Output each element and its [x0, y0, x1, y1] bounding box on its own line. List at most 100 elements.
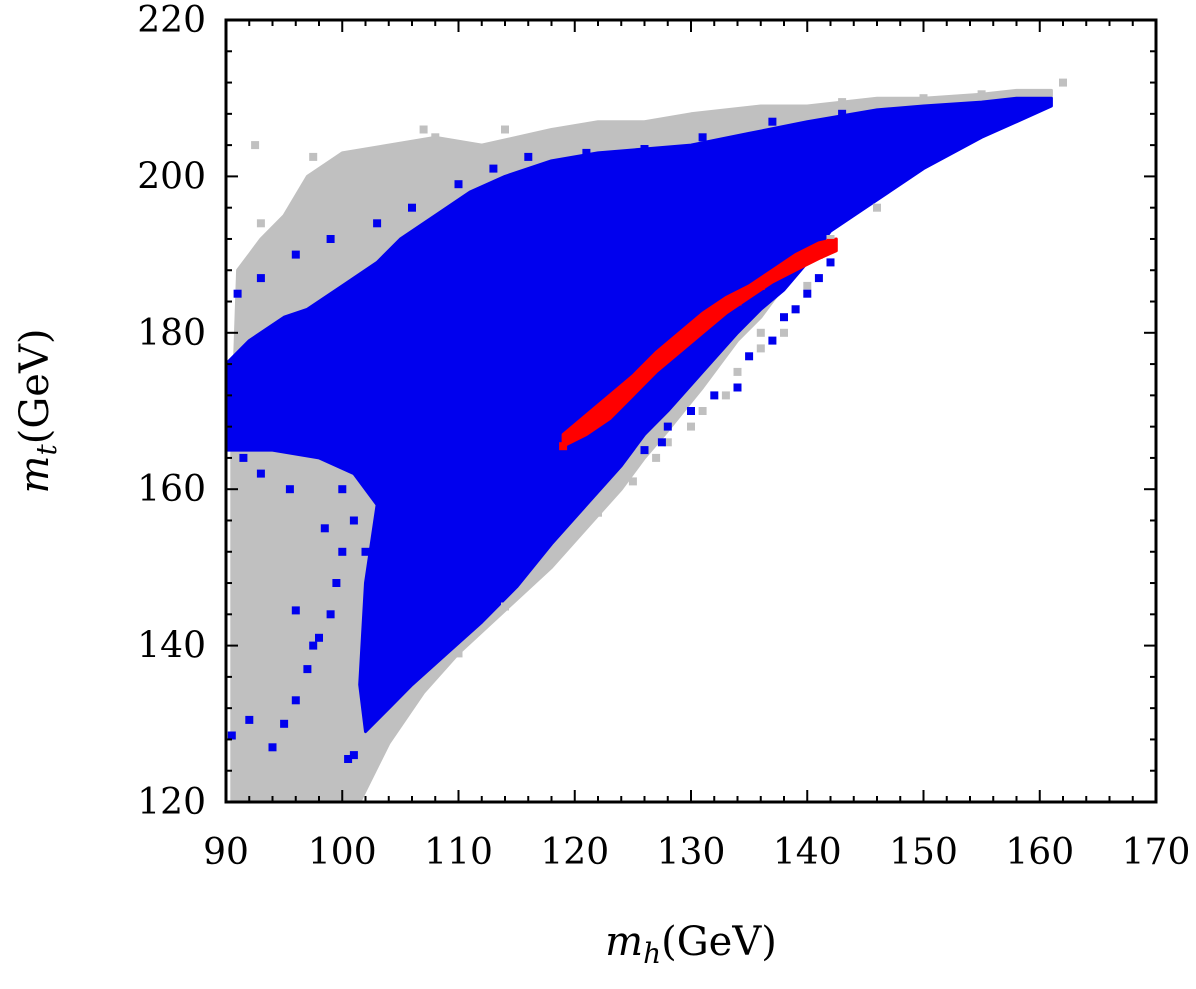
- tick-labels: 90 100 110 120 130 140 150 160 170 120 140 160 180 20…: [137, 0, 1190, 873]
- gray-point: [780, 328, 788, 337]
- blue-point: [344, 755, 353, 763]
- blue-point: [285, 485, 294, 494]
- gray-point: [501, 125, 509, 134]
- blue-point: [367, 712, 376, 720]
- x-tick-label: 90: [203, 832, 249, 873]
- gray-point: [721, 117, 730, 126]
- blue-point: [309, 641, 318, 650]
- blue-point: [303, 665, 312, 674]
- red-point: [814, 250, 823, 259]
- blue-point: [291, 250, 300, 259]
- gray-point: [501, 602, 509, 611]
- red-point: [710, 313, 719, 322]
- blue-point: [233, 289, 242, 298]
- x-tick-label: 130: [657, 832, 726, 873]
- blue-point: [326, 610, 335, 619]
- blue-point: [349, 751, 358, 760]
- blue-point: [338, 547, 347, 556]
- gray-point: [315, 281, 323, 290]
- blue-point: [454, 180, 463, 189]
- red-point: [576, 426, 585, 435]
- gray-point: [733, 367, 742, 376]
- gray-point: [803, 281, 812, 290]
- blue-point: [657, 438, 666, 447]
- blue-point: [268, 743, 277, 752]
- x-tick-label: 170: [1122, 832, 1191, 873]
- blue-point: [320, 524, 329, 533]
- blue-point: [227, 731, 236, 740]
- gray-point: [663, 121, 672, 130]
- blue-point: [803, 289, 812, 298]
- x-tick-label: 150: [889, 832, 958, 873]
- y-axis-label-unit: (GeV): [12, 329, 58, 445]
- blue-point: [663, 422, 672, 431]
- red-point: [733, 297, 742, 306]
- x-axis-label-var: m: [605, 919, 643, 965]
- y-axis-label-sub: t: [30, 444, 63, 456]
- blue-point: [768, 117, 777, 126]
- blue-point: [698, 133, 707, 142]
- blue-point: [768, 336, 777, 345]
- blue-region: [224, 96, 1053, 734]
- y-tick-label: 220: [137, 0, 206, 41]
- red-point: [663, 352, 672, 361]
- gray-point: [285, 266, 294, 275]
- y-axis-label-var: m: [12, 456, 58, 494]
- blue-point: [408, 203, 416, 212]
- red-point: [797, 258, 806, 267]
- blue-point: [291, 606, 300, 615]
- blue-point: [814, 274, 823, 283]
- blue-point: [256, 469, 265, 478]
- x-tick-label: 140: [773, 832, 842, 873]
- y-tick-label: 120: [137, 782, 206, 823]
- gray-point: [594, 508, 602, 517]
- data-regions: [224, 88, 1053, 804]
- red-point: [780, 266, 788, 275]
- blue-point: [791, 305, 800, 314]
- gray-point: [547, 555, 556, 564]
- blue-point: [315, 633, 323, 642]
- red-point: [687, 328, 695, 337]
- x-axis-label: mh(GeV): [605, 919, 777, 970]
- red-point: [826, 238, 835, 247]
- gray-point: [652, 453, 661, 462]
- y-tick-label: 140: [137, 626, 206, 667]
- gray-point: [756, 344, 765, 353]
- x-axis-label-unit: (GeV): [661, 919, 777, 965]
- blue-point: [245, 715, 254, 724]
- blue-point: [489, 164, 498, 173]
- blue-point: [524, 152, 533, 161]
- blue-point: [710, 391, 719, 400]
- blue-point: [349, 516, 358, 525]
- gray-point: [309, 152, 318, 161]
- gray-point: [349, 188, 358, 196]
- blue-point: [373, 219, 382, 228]
- blue-point: [239, 453, 248, 462]
- blue-point: [733, 383, 742, 392]
- x-tick-label: 120: [540, 832, 609, 873]
- gray-point: [687, 422, 695, 431]
- blue-point: [408, 555, 416, 564]
- blue-point: [338, 485, 347, 494]
- gray-point: [373, 180, 382, 189]
- blue-point: [838, 109, 847, 118]
- gray-point: [838, 98, 847, 107]
- blue-point: [326, 438, 335, 447]
- y-tick-label: 180: [137, 313, 206, 354]
- blue-point: [361, 547, 370, 556]
- red-point: [564, 434, 573, 443]
- red-point: [640, 371, 649, 380]
- blue-point: [745, 352, 754, 361]
- red-point: [756, 281, 765, 290]
- y-axis-label: mt(GeV): [12, 329, 63, 494]
- gray-point: [338, 266, 347, 275]
- blue-point: [396, 586, 405, 595]
- gray-point: [256, 219, 265, 228]
- x-tick-label: 110: [424, 832, 493, 873]
- gray-point: [698, 407, 707, 415]
- blue-point: [582, 148, 591, 157]
- blue-point: [256, 274, 265, 283]
- gray-point: [919, 94, 928, 103]
- gray-point: [873, 203, 881, 212]
